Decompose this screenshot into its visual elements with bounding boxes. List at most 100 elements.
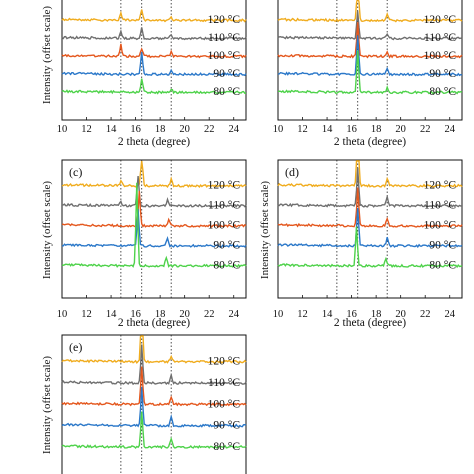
x-tick-label: 10 — [57, 309, 68, 320]
x-tick-label: 14 — [322, 124, 333, 135]
series-line — [61, 176, 247, 208]
series-line — [277, 0, 463, 23]
panel-c: 120 °C 110 °C 100 °C 90 °C 80 °C 10 12 14 16 18 20… — [41, 159, 247, 329]
series-line — [277, 35, 463, 77]
series-line — [61, 43, 247, 59]
x-tick-label: 16 — [346, 124, 357, 135]
x-tick-label: 22 — [204, 309, 215, 320]
x-tick-label: 20 — [395, 309, 406, 320]
x-tick-label: 12 — [297, 309, 308, 320]
x-tick-label: 20 — [179, 309, 190, 320]
series-label: 110 °C — [424, 32, 456, 44]
series-label: 120 °C — [208, 14, 241, 26]
series-label: 100 °C — [208, 220, 241, 232]
plot-frame — [277, 0, 463, 121]
series-label: 90 °C — [213, 240, 240, 252]
panel-e: 120 °C 110 °C 100 °C 90 °C 80 °C Intensity (o… — [41, 334, 247, 474]
x-tick-label: 18 — [371, 124, 382, 135]
series-line — [61, 209, 247, 248]
y-axis-title: Intensity (offset scale) — [259, 181, 271, 279]
x-tick-label: 16 — [130, 309, 141, 320]
x-tick-label: 16 — [346, 309, 357, 320]
series-line — [61, 78, 247, 95]
series-line — [61, 160, 247, 189]
series-line — [277, 50, 463, 95]
series-line — [277, 226, 463, 269]
series-line — [277, 22, 463, 59]
series-label: 110 °C — [208, 32, 240, 44]
x-tick-label: 20 — [179, 124, 190, 135]
plot-frame — [277, 159, 463, 299]
series-label: 90 °C — [213, 420, 240, 432]
x-tick-label: 12 — [81, 309, 92, 320]
x-tick-label: 12 — [81, 124, 92, 135]
series-label: 120 °C — [208, 356, 241, 368]
series-label: 110 °C — [208, 200, 240, 212]
panel-letter: (c) — [69, 165, 82, 179]
series-label: 100 °C — [424, 50, 457, 62]
x-tick-label: 20 — [395, 124, 406, 135]
y-axis-title: Intensity (offset scale) — [41, 181, 53, 279]
x-tick-label: 24 — [228, 309, 239, 320]
series-line — [61, 182, 247, 269]
series-label: 100 °C — [208, 50, 241, 62]
y-axis-title: Intensity (offset scale) — [41, 356, 53, 454]
x-tick-label: 14 — [322, 309, 333, 320]
series-line — [61, 335, 247, 364]
panel-b: 120 °C 110 °C 100 °C 90 °C 80 °C 10 12 14 16 18 20… — [273, 0, 463, 148]
x-axis-title: 2 theta (degree) — [334, 136, 406, 148]
series-line — [277, 167, 463, 208]
panel-letter: (d) — [285, 165, 299, 179]
series-label: 80 °C — [213, 441, 240, 453]
x-tick-label: 16 — [130, 124, 141, 135]
x-axis-title: 2 theta (degree) — [334, 317, 406, 329]
series-line — [61, 9, 247, 23]
series-line — [61, 51, 247, 77]
series-label: 80 °C — [213, 86, 240, 98]
plot-frame — [61, 159, 247, 299]
series-line — [61, 344, 247, 386]
x-axis-title: 2 theta (degree) — [118, 136, 190, 148]
plot-frame — [61, 0, 247, 121]
series-label: 90 °C — [429, 68, 456, 80]
x-tick-label: 22 — [204, 124, 215, 135]
series-line — [277, 160, 463, 188]
x-tick-label: 18 — [155, 124, 166, 135]
series-label: 80 °C — [213, 260, 240, 272]
x-tick-label: 24 — [444, 124, 455, 135]
x-tick-label: 24 — [228, 124, 239, 135]
x-tick-label: 18 — [155, 309, 166, 320]
x-tick-label: 24 — [444, 309, 455, 320]
series-line — [277, 207, 463, 249]
series-label: 120 °C — [208, 180, 241, 192]
x-tick-label: 22 — [420, 309, 431, 320]
series-line — [61, 386, 247, 428]
series-line — [61, 411, 247, 450]
series-label: 80 °C — [429, 86, 456, 98]
series-label: 110 °C — [424, 200, 456, 212]
panel-a: 120 °C 110 °C 100 °C 90 °C 80 °C 10 12 14 16 18 20… — [41, 0, 247, 148]
x-tick-label: 22 — [420, 124, 431, 135]
x-tick-label: 18 — [371, 309, 382, 320]
x-tick-label: 10 — [273, 124, 284, 135]
x-tick-label: 10 — [273, 309, 284, 320]
series-label: 90 °C — [213, 68, 240, 80]
series-label: 90 °C — [429, 240, 456, 252]
x-tick-label: 12 — [297, 124, 308, 135]
x-axis-title: 2 theta (degree) — [118, 317, 190, 329]
series-label: 100 °C — [424, 220, 457, 232]
series-label: 120 °C — [424, 14, 457, 26]
series-label: 120 °C — [424, 180, 457, 192]
series-label: 100 °C — [208, 398, 241, 410]
series-line — [277, 11, 463, 41]
x-tick-label: 14 — [106, 309, 117, 320]
series-line — [277, 187, 463, 228]
plot-frame — [61, 334, 247, 474]
series-label: 110 °C — [208, 377, 240, 389]
series-line — [61, 27, 247, 41]
panel-d: 120 °C 110 °C 100 °C 90 °C 80 °C 10 12 14 16 18 20… — [259, 159, 463, 329]
panel-letter: (e) — [69, 340, 82, 354]
x-tick-label: 10 — [57, 124, 68, 135]
series-label: 80 °C — [429, 260, 456, 272]
